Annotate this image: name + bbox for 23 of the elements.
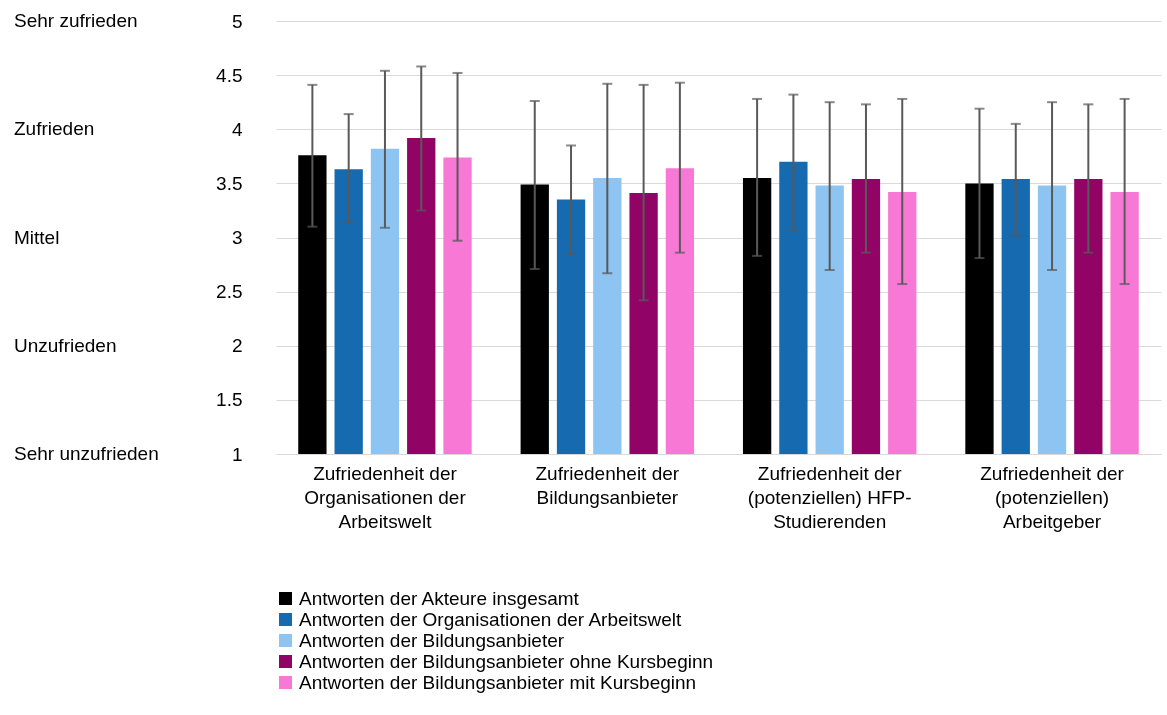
legend-label: Antworten der Bildungsanbieter ohne Kursbeginn: [299, 650, 714, 672]
x-tick-label: Zufriedenheit der (potenziellen) HFP-Studierenden: [747, 462, 912, 532]
y-tick-label: 2: [231, 335, 243, 357]
y-tick-label: 4.5: [216, 64, 243, 86]
legend-label: Antworten der Bildungsanbieter: [299, 629, 565, 651]
text: Zufrieden: [14, 118, 95, 140]
y-tick-label: 5: [231, 10, 243, 32]
text: Mittel: [14, 226, 60, 248]
y-tick-label: 3: [231, 227, 243, 248]
x-tick-label: Zufriedenheit der Bildungsanbieter: [535, 462, 680, 508]
y-tick-label: 1.5: [216, 389, 243, 411]
y-tick-label: 4: [231, 118, 243, 140]
y-tick-label: 2.5: [216, 281, 243, 303]
legend-label: Antworten der Organisationen der Arbeitswelt: [299, 608, 683, 630]
y-tick-label: 3.5: [216, 172, 243, 194]
legend-label: Antworten der Bildungsanbieter mit Kursbeginn: [299, 671, 697, 693]
text: Sehr zufrieden: [14, 10, 138, 31]
text: Sehr unzufrieden: [14, 443, 159, 464]
text: Unzufrieden: [14, 334, 117, 356]
y-tick-label: 1: [231, 443, 243, 465]
x-tick-label: Zufriedenheit der (potenziellen) Arbeitgeber: [980, 462, 1125, 532]
x-tick-label: Zufriedenheit der Organisationen der Arbeitswelt: [304, 462, 467, 532]
legend-label: Antworten der Akteure insgesamt: [299, 587, 580, 609]
